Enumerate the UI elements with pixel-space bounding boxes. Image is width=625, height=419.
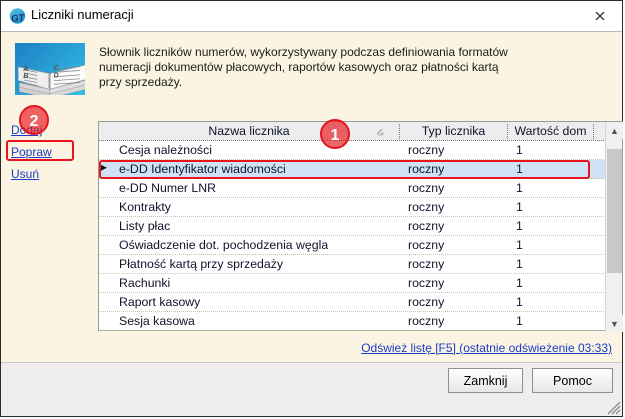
svg-text:GT: GT xyxy=(11,12,26,24)
svg-text:D: D xyxy=(54,72,59,79)
svg-text:C: C xyxy=(54,65,60,72)
svg-text:A: A xyxy=(22,66,28,73)
svg-text:B: B xyxy=(23,73,28,80)
